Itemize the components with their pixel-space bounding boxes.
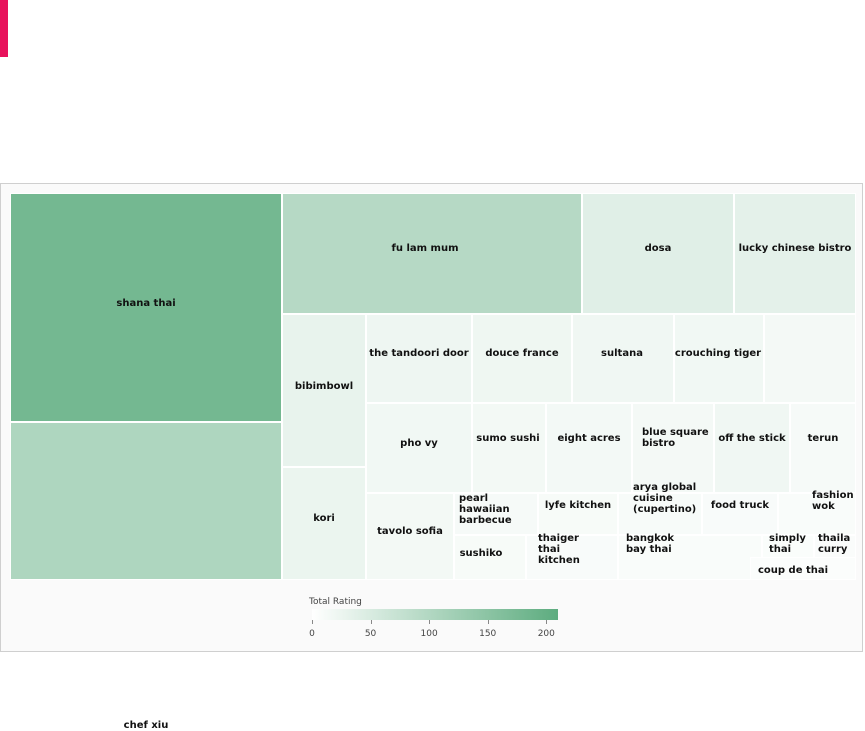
legend-tick-label: 0 [309,629,315,639]
treemap-tile-label: shana thai [116,298,176,309]
treemap-tile-label: dosa [644,243,672,254]
treemap-tile [10,422,282,580]
treemap-tile [572,314,674,403]
treemap-tile-label: lucky chinese bistro [738,243,852,254]
treemap-tile [454,535,526,580]
treemap-tile-label: bibimbowl [294,381,354,392]
treemap-tile [538,493,618,535]
treemap-tile [472,314,572,403]
treemap-tile [282,314,366,467]
legend-tick [487,620,489,624]
treemap-tile [282,193,582,314]
treemap-tile [282,467,366,580]
treemap-tile [714,403,790,493]
treemap-tile [764,314,856,403]
treemap: shana thai chef xiu fu lam mum dosa lucky ch… [10,193,856,731]
treemap-tile-label: bangkok bay thai [626,533,675,555]
legend-color-scale [312,609,558,620]
treemap-tile [618,535,762,580]
treemap-tile [526,535,618,580]
treemap-tile [750,557,856,580]
treemap-tile-label: sultana [601,348,643,359]
treemap-tile [702,493,778,535]
treemap-tile-label: kori [313,513,335,524]
treemap-tile-label: pearl hawaiian barbecue [459,493,512,526]
legend-tick [546,620,548,624]
treemap-tile-label: douce france [485,348,559,359]
treemap-tile-label: terun [807,433,839,444]
treemap-tile-label: fashion wok [812,490,854,512]
legend-tick-label: 200 [537,629,555,639]
treemap-tile [366,493,454,580]
treemap-tile-label: thaiger thai kitchen [538,533,580,566]
legend-title: Total Rating [309,597,362,607]
treemap-tile [366,403,472,493]
treemap-tile [582,193,734,314]
treemap-tile [790,403,856,493]
treemap-tile [546,403,632,493]
treemap-tile-label: simply thai [769,533,806,555]
legend-tick [370,620,372,624]
treemap-tile-label: off the stick [718,433,786,444]
treemap-tile-label: arya global cuisine (cupertino) [633,482,697,515]
treemap-tile-label: food truck [710,500,770,511]
treemap-tile [10,193,282,422]
treemap-tile-label: pho vy [400,438,438,449]
accent-bar [0,0,8,57]
treemap-tile [778,493,856,535]
legend-tick-label: 50 [364,629,377,639]
treemap-tile-label: sushiko [459,548,503,559]
treemap-tile [366,314,472,403]
legend-tick [312,620,313,624]
treemap-tile-label: crouching tiger [674,348,762,359]
treemap-tile [472,403,546,493]
treemap-tile-label: the tandoori door [369,348,469,359]
legend-tick-label: 100 [420,629,438,639]
treemap-tile [674,314,764,403]
treemap-tile-label: chef xiu [123,720,169,731]
treemap-tile-label: eight acres [557,433,621,444]
treemap-tile-label: tavolo sofia [377,526,443,537]
treemap-tile-label: coup de thai [758,565,829,576]
treemap-tile [618,493,702,535]
treemap-tile [734,193,856,314]
treemap-tile [632,403,714,493]
legend-tick-label: 150 [479,629,497,639]
treemap-tile-label: thaila curry [818,533,851,555]
treemap-tile-label: lyfe kitchen [544,500,612,511]
legend-tick [429,620,431,624]
treemap-tile-label: sumo sushi [476,433,540,444]
treemap-tile [454,493,538,535]
treemap-tile-label: fu lam mum [391,243,459,254]
treemap-tile-label: blue square bistro [642,427,709,449]
